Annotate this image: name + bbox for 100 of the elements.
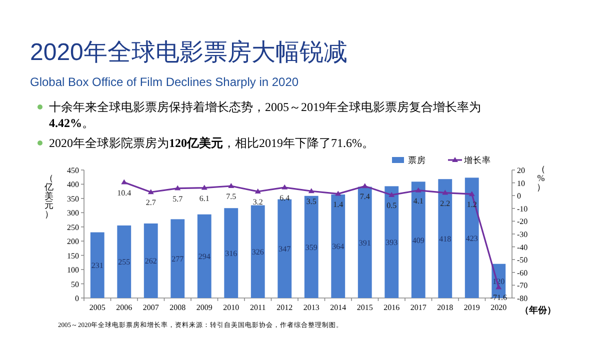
data-label: 7.5 [226,192,236,201]
y-tick-label: 0 [75,294,79,303]
y2-tick-label: -40 [517,242,528,252]
x-tick-label: 2010 [223,303,240,312]
y2-tick-label: -80 [517,294,528,303]
point [148,189,154,194]
data-label: 277 [172,254,184,264]
y2-tick-label: 20 [517,166,525,175]
point [388,192,395,197]
data-label: 3.5 [306,197,316,206]
data-label: 231 [91,261,104,270]
x-axis-title: （年份） [520,305,556,315]
bar [197,214,212,298]
data-label: 2.2 [440,198,450,208]
point [415,187,422,192]
x-tick-label: 2018 [437,303,454,312]
data-label: 418 [439,234,452,244]
x-tick-label: 2009 [196,303,212,312]
x-tick-label: 2020 [490,303,507,312]
data-label: 326 [252,248,264,257]
x-tick-label: 2016 [384,303,400,312]
data-label: 1.4 [333,200,344,209]
point [254,188,261,194]
y2-axis-title: （%） [536,164,546,192]
data-label: 316 [225,249,238,258]
data-label: 2.7 [146,198,156,208]
data-label: 5.7 [172,194,183,204]
bar [464,178,479,298]
y-tick-label: 50 [71,280,79,289]
point [362,183,368,188]
chart-title: 2020年全球电影票房大幅锐减 [30,39,348,66]
x-tick-label: 2019 [464,303,480,312]
y-tick-label: 150 [67,251,79,260]
point [335,190,342,196]
data-label: 6.1 [199,194,210,203]
y-tick-label: 450 [67,166,79,175]
data-label: 3.2 [252,198,263,207]
bar [358,186,372,298]
legend-label: 增长率 [463,155,491,165]
bar [144,223,158,298]
point [201,184,208,190]
point [308,188,314,194]
bar [411,182,426,298]
y2-tick-label: -20 [517,217,528,226]
y2-tick-label: 10 [517,178,525,188]
y-tick-label: 100 [67,266,79,275]
x-tick-label: 2006 [116,303,132,312]
data-label: 423 [466,234,478,243]
y2-tick-label: -10 [517,204,528,214]
x-tick-label: 2017 [410,303,426,312]
y-tick-label: 250 [67,222,79,232]
x-tick-label: 2005 [89,303,106,312]
data-label: 10.4 [117,188,132,198]
y-tick-label: 200 [67,237,79,246]
bar [278,199,292,298]
bar [224,208,238,298]
point [121,179,128,184]
bar [117,225,132,298]
bar [331,194,346,298]
bar [90,232,104,298]
data-label: 393 [386,238,398,248]
point [282,184,288,190]
y2-tick-label: -70 [517,281,528,290]
point [442,190,448,195]
data-label: 4.1 [413,196,424,206]
x-tick-label: 2013 [303,303,320,312]
point [468,191,475,196]
chart-subtitle: Global Box Office of Film Declines Sharply in 2020 [30,75,299,89]
bar [384,186,399,298]
x-tick-label: 2012 [276,303,293,312]
text: 十余年来全球电影票房保持着增长态势，2005～2019年全球电影票房复合增长率为4.42%。 [49,100,481,130]
y2-tick-label: -60 [517,268,528,278]
data-label: 409 [412,236,424,245]
bar [304,196,318,298]
data-label: 347 [278,244,291,254]
data-label: 359 [305,242,318,252]
point [174,185,181,190]
data-label: 0.5 [386,200,397,210]
x-tick-label: 2011 [250,303,266,312]
y2-tick-label: 0 [517,192,521,201]
y-axis-title: （亿美元） [44,173,54,219]
x-tick-label: 2007 [142,303,159,312]
data-label: 294 [198,252,210,262]
x-tick-label: 2014 [330,303,346,312]
y2-tick-label: -50 [517,256,528,265]
bar [438,179,452,298]
data-label: 7.4 [360,192,370,202]
data-label: 255 [118,258,130,267]
data-label: -71.6 [490,293,507,302]
bar [170,219,185,298]
y-tick-label: 400 [67,180,79,190]
y-tick-label: 300 [67,208,79,218]
bar [250,205,265,298]
text: 2020年全球影院票房为120亿美元，相比2019年下降了71.6%。 [49,136,374,150]
y2-tick-label: -30 [517,230,528,239]
data-label: 1.2 [466,200,477,210]
legend-label: 票房 [408,155,426,165]
data-label: 391 [358,238,371,248]
point [228,183,234,188]
data-label: 364 [332,242,344,252]
